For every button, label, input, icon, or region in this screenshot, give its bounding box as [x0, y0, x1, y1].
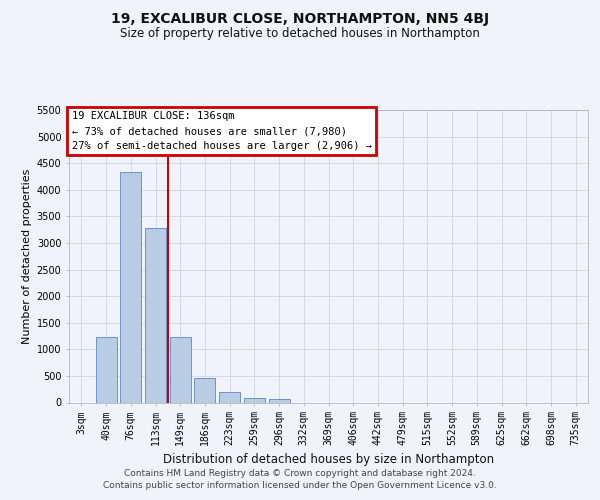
Text: Contains HM Land Registry data © Crown copyright and database right 2024.: Contains HM Land Registry data © Crown c… [124, 468, 476, 477]
Bar [120, 172, 141, 402]
Text: Size of property relative to detached houses in Northampton: Size of property relative to detached ho… [120, 28, 480, 40]
Text: 19, EXCALIBUR CLOSE, NORTHAMPTON, NN5 4BJ: 19, EXCALIBUR CLOSE, NORTHAMPTON, NN5 4B… [111, 12, 489, 26]
Text: Contains public sector information licensed under the Open Government Licence v3: Contains public sector information licen… [103, 481, 497, 490]
Bar [194, 378, 215, 402]
Bar [244, 398, 265, 402]
Text: 19 EXCALIBUR CLOSE: 136sqm
← 73% of detached houses are smaller (7,980)
27% of s: 19 EXCALIBUR CLOSE: 136sqm ← 73% of deta… [71, 112, 371, 151]
Bar [170, 336, 191, 402]
Bar [95, 337, 116, 402]
Text: Distribution of detached houses by size in Northampton: Distribution of detached houses by size … [163, 452, 494, 466]
Y-axis label: Number of detached properties: Number of detached properties [22, 168, 32, 344]
Bar [269, 400, 290, 402]
Bar [219, 392, 240, 402]
Bar [145, 228, 166, 402]
